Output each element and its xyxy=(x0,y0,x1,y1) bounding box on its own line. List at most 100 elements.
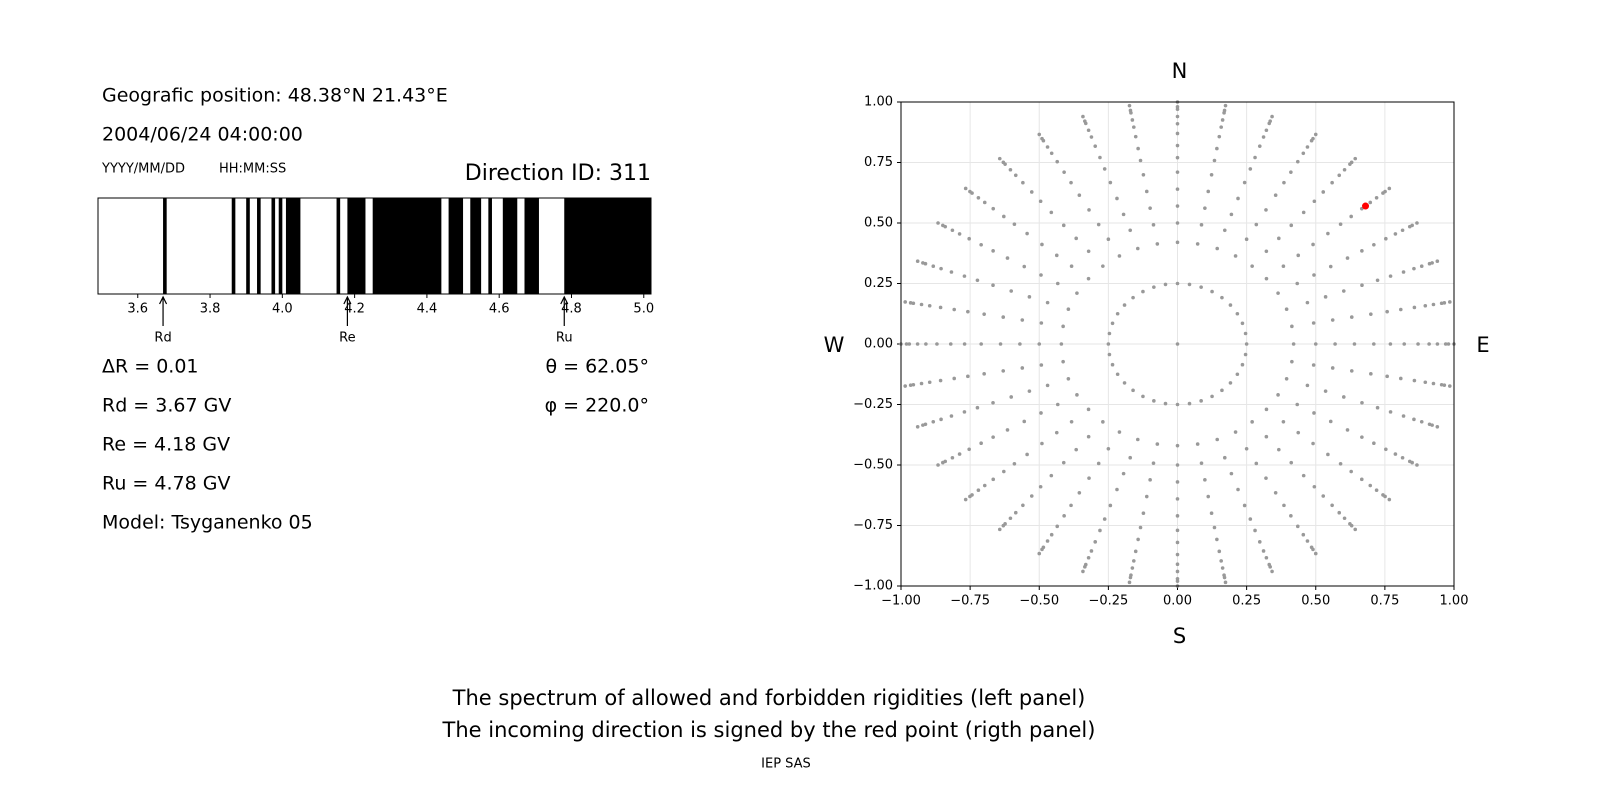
direction-point xyxy=(1349,160,1354,165)
direction-point xyxy=(1128,228,1133,233)
direction-point xyxy=(1229,471,1234,476)
direction-point xyxy=(1410,223,1414,228)
direction-point xyxy=(1264,249,1269,254)
direction-point xyxy=(1199,461,1204,465)
direction-point xyxy=(1038,484,1043,489)
direction-point xyxy=(919,381,924,386)
direction-point xyxy=(1101,420,1105,424)
direction-point xyxy=(1301,210,1306,215)
direction-point xyxy=(1264,276,1269,281)
direction-point xyxy=(1372,342,1376,346)
x-tick-label: 4.0 xyxy=(272,302,293,317)
direction-point xyxy=(924,342,928,346)
direction-point xyxy=(997,527,1002,532)
direction-point xyxy=(1115,196,1119,201)
direction-point xyxy=(1069,419,1074,424)
direction-point xyxy=(1243,352,1248,357)
direction-point xyxy=(1235,372,1240,377)
direction-point xyxy=(1276,393,1280,397)
direction-point xyxy=(991,477,996,482)
direction-point xyxy=(1199,223,1204,227)
direction-point xyxy=(1096,461,1101,466)
direction-point xyxy=(1337,173,1342,178)
direction-point xyxy=(1233,254,1238,258)
direction-point xyxy=(1253,155,1257,160)
direction-point xyxy=(1435,424,1440,429)
y-tick-label: −0.75 xyxy=(853,518,893,533)
direction-point xyxy=(1175,528,1180,533)
direction-point xyxy=(1175,143,1180,148)
direction-point xyxy=(1107,331,1112,336)
direction-point xyxy=(1083,565,1087,569)
direction-point xyxy=(1175,204,1180,208)
direction-point xyxy=(1330,503,1334,508)
direction-point xyxy=(1295,159,1300,164)
direction-point xyxy=(1311,441,1315,446)
direction-point xyxy=(1248,167,1253,171)
direction-point xyxy=(908,301,913,305)
direction-point xyxy=(1102,517,1107,521)
direction-point xyxy=(936,463,940,467)
direction-point xyxy=(1383,189,1387,194)
direction-point xyxy=(1061,223,1066,228)
direction-point xyxy=(1295,402,1300,407)
direction-point xyxy=(1022,264,1027,269)
direction-point xyxy=(1289,460,1294,465)
direction-point xyxy=(982,483,987,488)
direction-point xyxy=(1110,321,1115,326)
direction-point xyxy=(1212,525,1217,530)
direction-point xyxy=(1254,461,1259,466)
direction-point xyxy=(1372,441,1376,446)
direction-point xyxy=(1020,318,1025,322)
direction-point xyxy=(1093,540,1098,544)
direction-point xyxy=(1066,307,1071,312)
direction-point xyxy=(1098,528,1102,533)
direction-point xyxy=(1264,555,1269,560)
direction-point xyxy=(1144,494,1149,499)
direction-point xyxy=(1077,491,1082,495)
direction-point xyxy=(1353,527,1358,532)
direction-point xyxy=(1117,254,1122,258)
direction-point xyxy=(1027,295,1032,299)
model: Model: Tsyganenko 05 xyxy=(102,512,313,534)
direction-point xyxy=(1236,487,1240,492)
x-tick-label: 0.00 xyxy=(1163,594,1192,609)
direction-point xyxy=(1001,523,1006,528)
direction-point xyxy=(1330,180,1334,185)
direction-point xyxy=(1002,214,1006,219)
direction-point xyxy=(1281,419,1286,424)
direction-point xyxy=(1220,295,1224,300)
direction-point xyxy=(1054,430,1059,435)
forbidden-band xyxy=(564,198,651,294)
y-tick-label: 0.00 xyxy=(864,337,893,352)
direction-point xyxy=(1115,487,1119,492)
direction-point xyxy=(1086,555,1091,560)
direction-point xyxy=(1431,302,1436,307)
direction-point xyxy=(1155,442,1160,446)
direction-point xyxy=(1151,223,1156,227)
direction-point xyxy=(1131,388,1135,393)
direction-point xyxy=(939,417,943,422)
direction-point xyxy=(1388,274,1393,278)
direction-point xyxy=(1254,222,1259,227)
direction-point xyxy=(1049,151,1054,156)
direction-point xyxy=(1313,342,1318,346)
direction-point xyxy=(1203,478,1207,482)
direction-point xyxy=(1345,256,1350,260)
direction-point xyxy=(1106,446,1111,451)
direction-point xyxy=(1349,315,1354,319)
forbidden-band xyxy=(163,198,167,294)
direction-point xyxy=(1115,372,1120,377)
direction-point xyxy=(1199,399,1203,403)
direction-point xyxy=(936,221,940,225)
direction-point xyxy=(1074,236,1078,241)
direction-point xyxy=(1101,264,1105,268)
direction-point xyxy=(948,342,953,346)
direction-point xyxy=(1349,214,1353,219)
direction-point xyxy=(1038,199,1043,204)
direction-point xyxy=(998,342,1003,346)
direction-point xyxy=(1402,342,1407,346)
direction-point xyxy=(1338,461,1343,466)
direction-point xyxy=(1400,455,1405,460)
direction-point xyxy=(1141,394,1145,399)
